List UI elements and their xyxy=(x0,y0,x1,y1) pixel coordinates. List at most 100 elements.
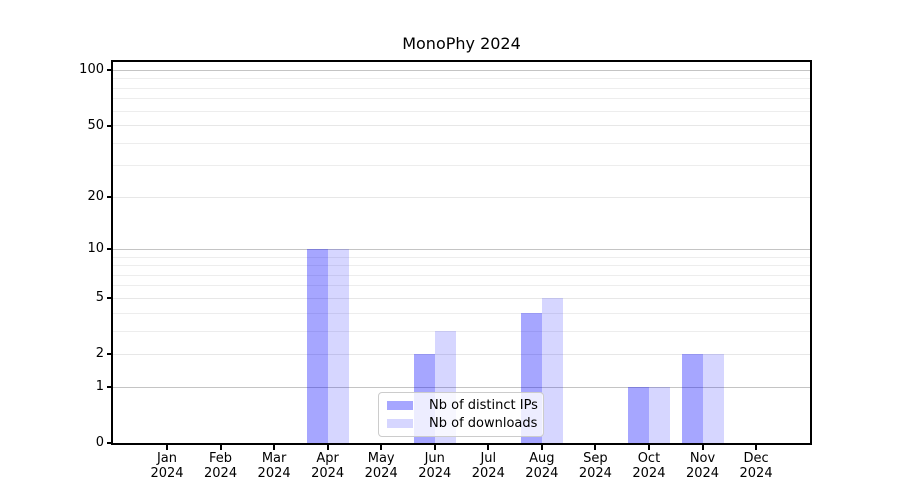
gridline-minor-8 xyxy=(113,265,810,267)
gridline-minor-40 xyxy=(113,142,810,144)
y-tick-label-20: 20 xyxy=(87,189,104,205)
x-tick-label-jun-2024: Jun 2024 xyxy=(395,451,475,481)
gridline-10 xyxy=(113,248,810,250)
chart-title: MonoPhy 2024 xyxy=(402,34,521,53)
x-tick-year-mar-2024: 2024 xyxy=(257,466,291,481)
x-tick-label-sep-2024: Sep 2024 xyxy=(555,451,635,481)
x-tick-month-oct-2024: Oct xyxy=(637,451,661,466)
x-tick-mark-dec-2024 xyxy=(755,445,758,450)
x-tick-label-jul-2024: Jul 2024 xyxy=(448,451,528,481)
x-tick-month-nov-2024: Nov xyxy=(689,451,716,466)
legend-label-downloads: Nb of downloads xyxy=(429,416,538,431)
gridline-minor-9 xyxy=(113,256,810,258)
x-tick-mark-oct-2024 xyxy=(647,445,650,450)
gridline-20 xyxy=(113,196,810,198)
x-tick-label-dec-2024: Dec 2024 xyxy=(716,451,796,481)
y-tick-mark-0 xyxy=(107,442,111,444)
bar-downloads-oct-2024 xyxy=(648,387,670,443)
bar-distinct-ips-nov-2024 xyxy=(681,354,703,443)
legend-entry-downloads: Nb of downloads xyxy=(386,416,538,431)
y-tick-label-1: 1 xyxy=(95,379,104,395)
gridline-minor-6 xyxy=(113,285,810,287)
gridline-100 xyxy=(113,69,810,71)
x-tick-mark-aug-2024 xyxy=(540,445,543,450)
legend: Nb of distinct IPs Nb of downloads xyxy=(378,392,544,437)
gridline-minor-30 xyxy=(113,165,810,167)
gridline-50 xyxy=(113,125,810,127)
x-tick-label-nov-2024: Nov 2024 xyxy=(663,451,743,481)
bar-downloads-aug-2024 xyxy=(541,298,563,443)
x-tick-year-jul-2024: 2024 xyxy=(471,466,505,481)
x-tick-mark-jan-2024 xyxy=(166,445,168,450)
x-tick-month-jul-2024: Jul xyxy=(480,451,497,466)
x-tick-month-feb-2024: Feb xyxy=(209,451,233,466)
gridline-minor-80 xyxy=(113,87,810,89)
x-tick-year-nov-2024: 2024 xyxy=(685,466,720,481)
gridline-1 xyxy=(113,386,810,388)
x-tick-mark-feb-2024 xyxy=(219,445,222,450)
bar-downloads-apr-2024 xyxy=(327,249,349,443)
x-tick-mark-mar-2024 xyxy=(273,445,276,450)
x-tick-mark-nov-2024 xyxy=(701,445,704,450)
x-tick-month-jan-2024: Jan xyxy=(156,451,178,466)
y-tick-mark-50 xyxy=(107,124,111,127)
gridline-minor-60 xyxy=(113,110,810,112)
gridline-2 xyxy=(113,353,810,355)
x-tick-month-apr-2024: Apr xyxy=(316,451,339,466)
y-tick-mark-100 xyxy=(107,69,111,72)
x-tick-mark-sep-2024 xyxy=(594,445,597,450)
legend-swatch-distinct-ips xyxy=(387,401,413,410)
x-tick-label-aug-2024: Aug 2024 xyxy=(502,451,582,481)
x-tick-year-aug-2024: 2024 xyxy=(525,466,559,481)
x-tick-month-may-2024: May xyxy=(367,451,395,466)
y-tick-mark-2 xyxy=(107,353,111,356)
x-tick-month-mar-2024: Mar xyxy=(261,451,287,466)
plot-area xyxy=(111,60,812,445)
x-tick-year-feb-2024: 2024 xyxy=(204,466,238,481)
gridline-minor-3 xyxy=(113,330,810,332)
y-tick-mark-1 xyxy=(107,386,111,389)
x-tick-year-oct-2024: 2024 xyxy=(632,466,666,481)
x-tick-label-mar-2024: Mar 2024 xyxy=(234,451,314,481)
x-tick-mark-apr-2024 xyxy=(326,445,329,450)
bar-distinct-ips-apr-2024 xyxy=(306,249,328,443)
x-tick-month-dec-2024: Dec xyxy=(743,451,769,466)
x-tick-label-apr-2024: Apr 2024 xyxy=(288,451,368,481)
x-tick-mark-jun-2024 xyxy=(433,445,436,450)
x-tick-mark-jul-2024 xyxy=(487,445,490,450)
x-tick-label-may-2024: May 2024 xyxy=(341,451,421,481)
legend-entry-distinct-ips: Nb of distinct IPs xyxy=(386,398,538,413)
y-tick-label-100: 100 xyxy=(79,62,104,78)
y-tick-label-50: 50 xyxy=(87,117,104,133)
gridline-5 xyxy=(113,297,810,299)
y-tick-label-10: 10 xyxy=(87,241,104,257)
x-tick-year-sep-2024: 2024 xyxy=(578,466,612,481)
x-tick-label-feb-2024: Feb 2024 xyxy=(181,451,261,481)
x-tick-month-aug-2024: Aug xyxy=(529,451,555,466)
y-tick-label-5: 5 xyxy=(95,290,104,306)
y-tick-label-2: 2 xyxy=(95,346,104,362)
bar-distinct-ips-oct-2024 xyxy=(627,387,649,443)
x-tick-year-apr-2024: 2024 xyxy=(311,466,345,481)
y-tick-mark-5 xyxy=(107,297,111,300)
y-tick-label-0: 0 xyxy=(95,435,104,450)
legend-label-distinct-ips: Nb of distinct IPs xyxy=(429,398,538,413)
x-tick-label-oct-2024: Oct 2024 xyxy=(609,451,689,481)
x-tick-year-dec-2024: 2024 xyxy=(739,466,773,481)
x-tick-label-jan-2024: Jan 2024 xyxy=(127,451,207,481)
bar-downloads-nov-2024 xyxy=(702,354,724,443)
gridline-minor-70 xyxy=(113,98,810,100)
x-tick-month-jun-2024: Jun xyxy=(424,451,445,466)
x-tick-year-jun-2024: 2024 xyxy=(418,466,452,481)
y-tick-mark-10 xyxy=(107,248,111,251)
legend-swatch-downloads xyxy=(387,419,413,428)
gridline-minor-4 xyxy=(113,312,810,314)
y-tick-mark-20 xyxy=(107,196,111,199)
x-tick-year-may-2024: 2024 xyxy=(364,466,398,481)
gridline-minor-7 xyxy=(113,274,810,276)
x-tick-year-jan-2024: 2024 xyxy=(150,466,184,481)
x-tick-mark-may-2024 xyxy=(380,445,383,450)
x-tick-month-sep-2024: Sep xyxy=(583,451,608,466)
gridline-minor-90 xyxy=(113,78,810,80)
